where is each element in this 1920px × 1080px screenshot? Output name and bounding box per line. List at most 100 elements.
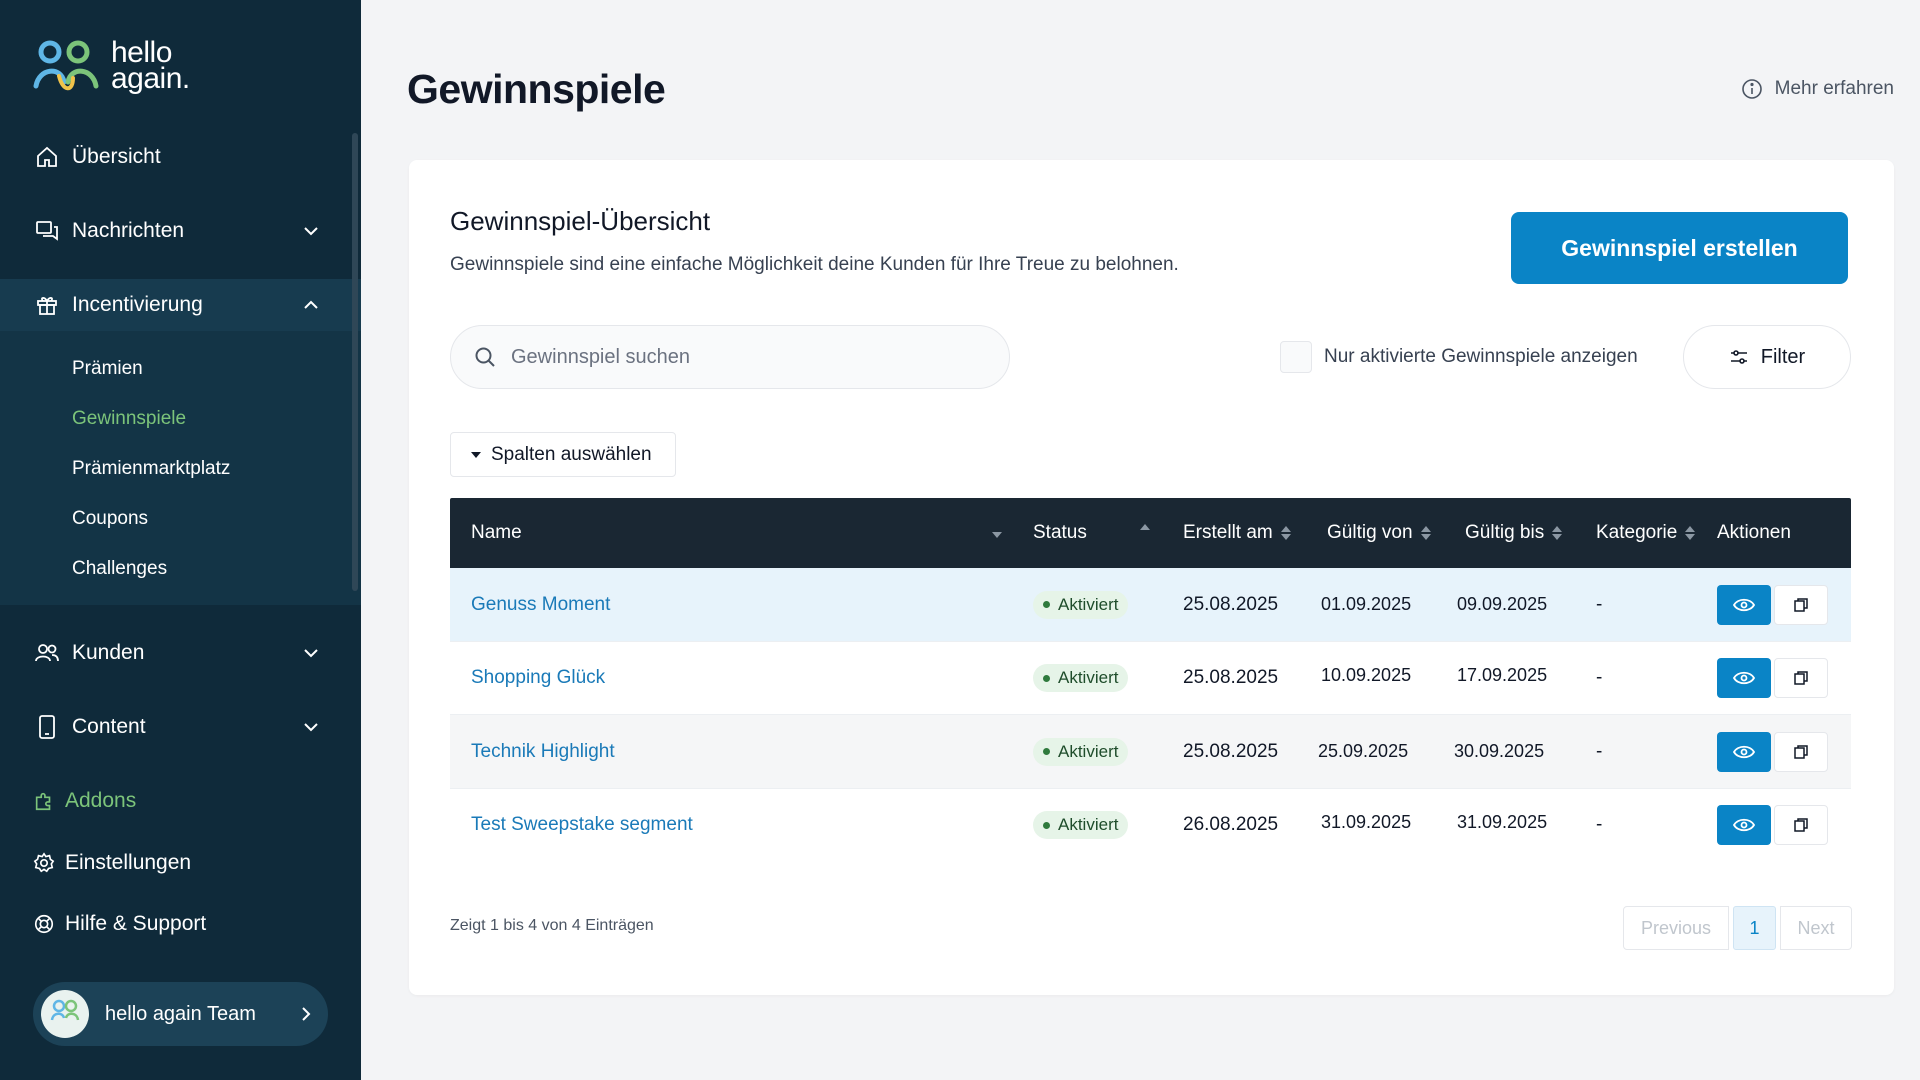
sidebar: hello again. Übersicht Nachrichten Incen…	[0, 0, 361, 1080]
sidebar-subitem-gewinnspiele[interactable]: Gewinnspiele	[72, 408, 187, 429]
created-date: 25.08.2025	[1183, 667, 1279, 688]
status-badge: Aktiviert	[1033, 664, 1129, 692]
copy-icon	[1794, 818, 1808, 832]
valid-to-date: 09.09.2025	[1457, 594, 1548, 614]
sidebar-item-label: Übersicht	[72, 145, 161, 168]
column-header-gueltig-von[interactable]: Gültig von	[1327, 498, 1431, 568]
copy-button[interactable]	[1774, 658, 1828, 698]
sidebar-item-hilfe-support[interactable]: Hilfe & Support	[0, 898, 361, 950]
sweepstake-name-link[interactable]: Genuss Moment	[471, 593, 611, 615]
sidebar-item-label: Addons	[65, 789, 137, 812]
only-active-checkbox[interactable]	[1280, 341, 1312, 373]
copy-icon	[1794, 671, 1808, 685]
column-header-status[interactable]: Status	[1033, 498, 1087, 568]
pagination-previous[interactable]: Previous	[1623, 906, 1729, 950]
eye-icon	[1733, 745, 1755, 758]
card-description: Gewinnspiele sind eine einfache Möglichk…	[450, 254, 1179, 275]
sidebar-subitem-praemien[interactable]: Prämien	[72, 358, 143, 379]
column-header-kategorie[interactable]: Kategorie	[1596, 498, 1696, 568]
search-input[interactable]	[511, 345, 991, 369]
users-icon	[34, 640, 60, 666]
sweepstake-name-link[interactable]: Test Sweepstake segment	[471, 814, 693, 835]
table-row[interactable]: Test Sweepstake segment Aktiviert 26.08.…	[450, 789, 1851, 863]
column-header-gueltig-bis[interactable]: Gültig bis	[1465, 498, 1563, 568]
sort-icon	[1685, 525, 1696, 541]
valid-from-date: 01.09.2025	[1321, 594, 1412, 614]
search-icon	[475, 347, 495, 367]
sweepstake-name-link[interactable]: Shopping Glück	[471, 667, 606, 688]
sort-desc-icon	[992, 532, 1002, 538]
sidebar-item-kunden[interactable]: Kunden	[0, 627, 361, 679]
sidebar-subitem-praemienmarktplatz[interactable]: Prämienmarktplatz	[72, 458, 231, 479]
status-dot	[1043, 601, 1050, 608]
pagination: Previous 1 Next	[1623, 906, 1852, 950]
status-dot	[1043, 674, 1050, 682]
table-row[interactable]: Shopping Glück Aktiviert 25.08.2025 10.0…	[450, 642, 1851, 715]
sidebar-item-einstellungen[interactable]: Einstellungen	[0, 837, 361, 889]
filter-button[interactable]: Filter	[1683, 325, 1851, 389]
messages-icon	[34, 218, 60, 244]
created-date: 25.08.2025	[1183, 593, 1279, 615]
eye-icon	[1733, 818, 1755, 832]
category-value: -	[1596, 740, 1603, 762]
sidebar-item-label: Incentivierung	[72, 293, 203, 316]
view-button[interactable]	[1717, 805, 1771, 845]
created-date: 26.08.2025	[1183, 814, 1279, 835]
table-row[interactable]: Technik Highlight Aktiviert 25.08.2025 2…	[450, 715, 1851, 789]
select-columns-button[interactable]: Spalten auswählen	[450, 432, 676, 477]
learn-more-label: Mehr erfahren	[1774, 78, 1894, 99]
column-header-label: Erstellt am	[1183, 522, 1273, 543]
only-active-label[interactable]: Nur aktivierte Gewinnspiele anzeigen	[1324, 346, 1638, 367]
sidebar-subitem-coupons[interactable]: Coupons	[72, 508, 149, 529]
sidebar-item-content[interactable]: Content	[0, 701, 361, 753]
chevron-down-icon	[304, 723, 318, 732]
table-row[interactable]: Genuss Moment Aktiviert 25.08.2025 01.09…	[450, 568, 1851, 642]
sort-icon	[1280, 525, 1291, 541]
valid-from-date: 25.09.2025	[1318, 741, 1409, 761]
sweepstake-name-link[interactable]: Technik Highlight	[471, 740, 615, 762]
create-sweepstake-button[interactable]: Gewinnspiel erstellen	[1511, 212, 1848, 284]
logo[interactable]: hello again.	[33, 38, 190, 94]
category-value: -	[1596, 593, 1603, 615]
sidebar-item-addons[interactable]: Addons	[0, 775, 361, 827]
sidebar-scrollbar[interactable]	[352, 133, 358, 591]
view-button[interactable]	[1717, 731, 1771, 772]
sidebar-item-nachrichten[interactable]: Nachrichten	[0, 205, 361, 257]
copy-button[interactable]	[1774, 731, 1828, 772]
logo-icon	[33, 40, 99, 91]
mobile-icon	[34, 714, 60, 740]
column-header-erstellt-am[interactable]: Erstellt am	[1183, 498, 1291, 568]
chevron-right-icon	[302, 1007, 311, 1021]
view-button[interactable]	[1717, 584, 1771, 625]
chevron-down-icon	[304, 227, 318, 236]
column-header-label: Aktionen	[1717, 522, 1791, 543]
column-header-label: Status	[1033, 522, 1087, 543]
sidebar-item-uebersicht[interactable]: Übersicht	[0, 131, 361, 183]
select-columns-label: Spalten auswählen	[491, 443, 652, 465]
copy-button[interactable]	[1774, 805, 1828, 845]
sidebar-item-incentivierung[interactable]: Incentivierung	[0, 279, 361, 331]
sort-icon	[1552, 525, 1563, 541]
user-menu[interactable]: hello again Team	[33, 982, 328, 1046]
page-title: Gewinnspiele	[407, 66, 666, 112]
status-label: Aktiviert	[1058, 741, 1119, 761]
column-header-label: Gültig bis	[1465, 522, 1545, 543]
column-header-name[interactable]: Name	[471, 498, 522, 568]
lifebuoy-icon	[33, 911, 55, 937]
gift-icon	[34, 292, 60, 318]
avatar	[41, 990, 89, 1038]
copy-icon	[1794, 744, 1808, 759]
category-value: -	[1596, 667, 1603, 688]
pagination-next[interactable]: Next	[1780, 906, 1852, 950]
copy-button[interactable]	[1774, 584, 1828, 625]
valid-to-date: 31.09.2025	[1457, 811, 1548, 832]
view-button[interactable]	[1717, 658, 1771, 698]
team-avatar-icon	[50, 999, 80, 1021]
pagination-page-1[interactable]: 1	[1733, 906, 1776, 950]
search-box	[450, 325, 1010, 389]
column-header-label: Kategorie	[1596, 522, 1678, 543]
learn-more-link[interactable]: Mehr erfahren	[1741, 78, 1894, 100]
sweepstakes-table: Name Status Erstellt am Gültig von Gülti…	[450, 498, 1851, 862]
only-active-toggle: Nur aktivierte Gewinnspiele anzeigen	[1280, 341, 1638, 373]
sidebar-subitem-challenges[interactable]: Challenges	[72, 558, 168, 579]
